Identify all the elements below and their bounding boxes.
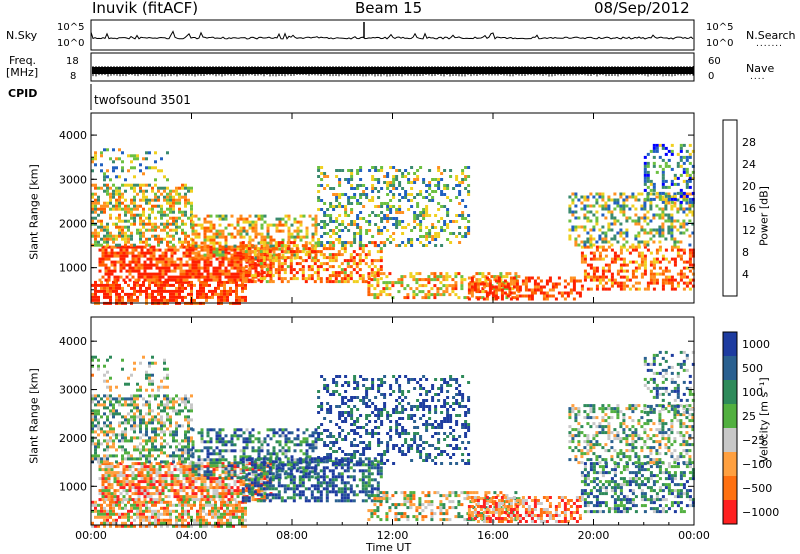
date-title: 08/Sep/2012 [594, 0, 690, 17]
velocity-ytick-label: 4000 [59, 335, 87, 348]
power-colorbar-tick: 20 [742, 180, 756, 193]
velocity-colorbar-swatch [723, 356, 737, 381]
power-ytick-label: 2000 [59, 217, 87, 230]
time-xlabel: Time UT [366, 541, 412, 554]
velocity-colorbar-swatch [723, 452, 737, 477]
velocity-colorbar-tick: 500 [742, 362, 763, 375]
velocity-colorbar-tick: 25 [742, 410, 756, 423]
freq-panel-frame [90, 52, 695, 82]
velocity-colorbar-swatch [723, 332, 737, 357]
nsky-tick-bottom: 10^0 [57, 38, 85, 49]
velocity-colorbar-tick: 1000 [742, 338, 770, 351]
velocity-colorbar-swatch [723, 380, 737, 405]
xtick-label: 20:00 [578, 529, 610, 542]
velocity-colorbar-tick: 100 [742, 386, 763, 399]
velocity-colorbar-swatch [723, 476, 737, 501]
power-colorbar-tick: 12 [742, 224, 756, 237]
power-ytick-label: 1000 [59, 262, 87, 275]
cpid-program: twofsound 3501 [94, 93, 191, 107]
velocity-ytick-label: 2000 [59, 432, 87, 445]
velocity-colorbar-tick: −500 [742, 482, 772, 495]
freq-tick-top: 18 [66, 56, 79, 67]
velocity-colorbar-frame [722, 331, 738, 525]
nave-tick-bottom: 0 [708, 71, 715, 82]
power-ytick-label: 3000 [59, 173, 87, 186]
velocity-ytick-label: 3000 [59, 384, 87, 397]
xtick-label: 04:00 [176, 529, 208, 542]
velocity-colorbar-swatch [723, 500, 737, 525]
power-colorbar-tick: 16 [742, 202, 756, 215]
nsky-panel-frame [90, 19, 695, 51]
xtick-label: 00:00 [75, 529, 107, 542]
xtick-label: 16:00 [477, 529, 509, 542]
nave-label: Nave [746, 62, 775, 75]
velocity-colorbar-tick: −25 [742, 434, 765, 447]
nsky-tick-top: 10^5 [57, 22, 85, 33]
beam-title: Beam 15 [355, 0, 423, 17]
power-heatmap-cells [91, 143, 695, 305]
nave-tick-top: 60 [708, 56, 721, 67]
nsearch-label: N.Search [746, 29, 796, 42]
xtick-label: 00:00 [678, 529, 710, 542]
nsearch-tick-top: 10^5 [706, 22, 734, 33]
velocity-colorbar-tick: −1000 [742, 506, 779, 519]
xtick-label: 08:00 [276, 529, 308, 542]
nsky-trace [90, 30, 694, 40]
velocity-colorbar-tick: −100 [742, 458, 772, 471]
power-colorbar-tick: 4 [742, 268, 749, 281]
power-colorbar-tick: 24 [742, 158, 756, 171]
power-colorbar-frame [722, 119, 738, 297]
velocity-colorbar-swatch [723, 404, 737, 429]
power-ytick-label: 4000 [59, 129, 87, 142]
power-colorbar-tick: 8 [742, 246, 749, 259]
freq-tick-bottom: 8 [70, 71, 77, 82]
freq-unit-label: [MHz] [6, 66, 39, 79]
velocity-colorbar-swatch [723, 428, 737, 453]
power-colorbar-tick: 28 [742, 136, 756, 149]
velocity-heatmap-cells [91, 350, 695, 528]
station-title: Inuvik (fitACF) [92, 0, 199, 17]
xtick-label: 12:00 [377, 529, 409, 542]
freq-label: Freq. [9, 54, 37, 67]
cpid-label: CPID [8, 87, 38, 100]
nave-dots: .... [750, 72, 766, 82]
nsearch-tick-bottom: 10^0 [706, 38, 734, 49]
velocity-ytick-label: 1000 [59, 480, 87, 493]
nsky-label: N.Sky [6, 29, 38, 42]
nsearch-dots: ....... [756, 39, 784, 49]
